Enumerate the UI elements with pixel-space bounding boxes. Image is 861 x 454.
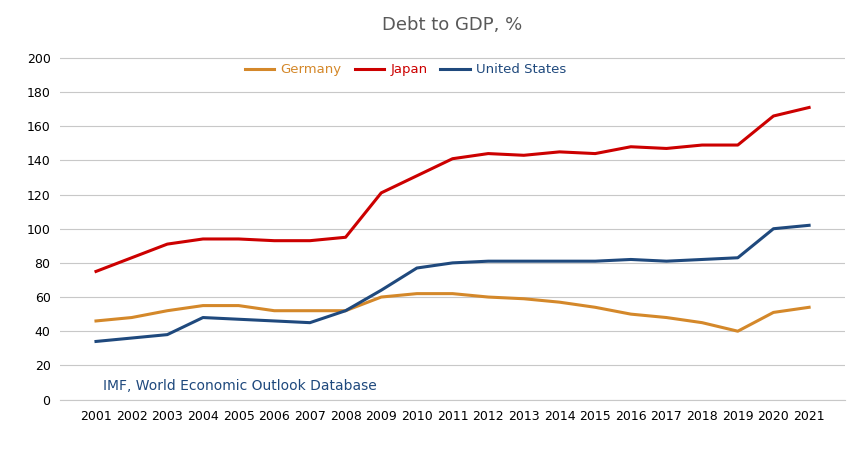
Legend: Germany, Japan, United States: Germany, Japan, United States bbox=[239, 58, 571, 82]
Germany bbox=[518, 296, 529, 301]
Japan bbox=[660, 146, 671, 151]
Germany bbox=[589, 305, 599, 310]
Germany bbox=[803, 305, 814, 310]
Japan bbox=[305, 238, 315, 243]
United States bbox=[732, 255, 742, 261]
Text: IMF, World Economic Outlook Database: IMF, World Economic Outlook Database bbox=[103, 379, 376, 393]
Japan bbox=[127, 255, 137, 261]
Germany bbox=[482, 294, 492, 300]
Japan bbox=[269, 238, 279, 243]
Germany bbox=[447, 291, 457, 296]
United States bbox=[197, 315, 208, 320]
Japan bbox=[233, 236, 244, 242]
United States bbox=[340, 308, 350, 313]
Japan bbox=[732, 142, 742, 148]
Japan bbox=[589, 151, 599, 156]
United States bbox=[803, 222, 814, 228]
United States bbox=[554, 258, 564, 264]
Germany bbox=[197, 303, 208, 308]
United States bbox=[625, 257, 635, 262]
Line: Japan: Japan bbox=[96, 108, 808, 271]
United States bbox=[269, 318, 279, 324]
Japan bbox=[625, 144, 635, 149]
United States bbox=[447, 260, 457, 266]
United States bbox=[589, 258, 599, 264]
Germany bbox=[269, 308, 279, 313]
United States bbox=[305, 320, 315, 326]
Japan bbox=[340, 235, 350, 240]
Japan bbox=[90, 269, 101, 274]
Japan bbox=[412, 173, 422, 178]
United States bbox=[375, 287, 386, 293]
Title: Debt to GDP, %: Debt to GDP, % bbox=[382, 16, 522, 34]
Japan bbox=[447, 156, 457, 162]
United States bbox=[767, 226, 777, 232]
Japan bbox=[162, 242, 172, 247]
Line: Germany: Germany bbox=[96, 294, 808, 331]
Germany bbox=[732, 329, 742, 334]
United States bbox=[482, 258, 492, 264]
Germany bbox=[305, 308, 315, 313]
Germany bbox=[90, 318, 101, 324]
Line: United States: United States bbox=[96, 225, 808, 341]
Germany bbox=[233, 303, 244, 308]
Germany bbox=[375, 294, 386, 300]
Japan bbox=[375, 190, 386, 196]
Japan bbox=[482, 151, 492, 156]
United States bbox=[697, 257, 707, 262]
United States bbox=[162, 332, 172, 337]
Germany bbox=[625, 311, 635, 317]
United States bbox=[518, 258, 529, 264]
Japan bbox=[767, 114, 777, 119]
Japan bbox=[803, 105, 814, 110]
Japan bbox=[554, 149, 564, 155]
Germany bbox=[554, 300, 564, 305]
Germany bbox=[162, 308, 172, 313]
Germany bbox=[127, 315, 137, 320]
United States bbox=[127, 336, 137, 341]
Japan bbox=[697, 142, 707, 148]
United States bbox=[660, 258, 671, 264]
Germany bbox=[412, 291, 422, 296]
Germany bbox=[697, 320, 707, 326]
United States bbox=[90, 339, 101, 344]
Japan bbox=[518, 153, 529, 158]
United States bbox=[412, 265, 422, 271]
Japan bbox=[197, 236, 208, 242]
Germany bbox=[660, 315, 671, 320]
Germany bbox=[767, 310, 777, 315]
United States bbox=[233, 316, 244, 322]
Germany bbox=[340, 308, 350, 313]
